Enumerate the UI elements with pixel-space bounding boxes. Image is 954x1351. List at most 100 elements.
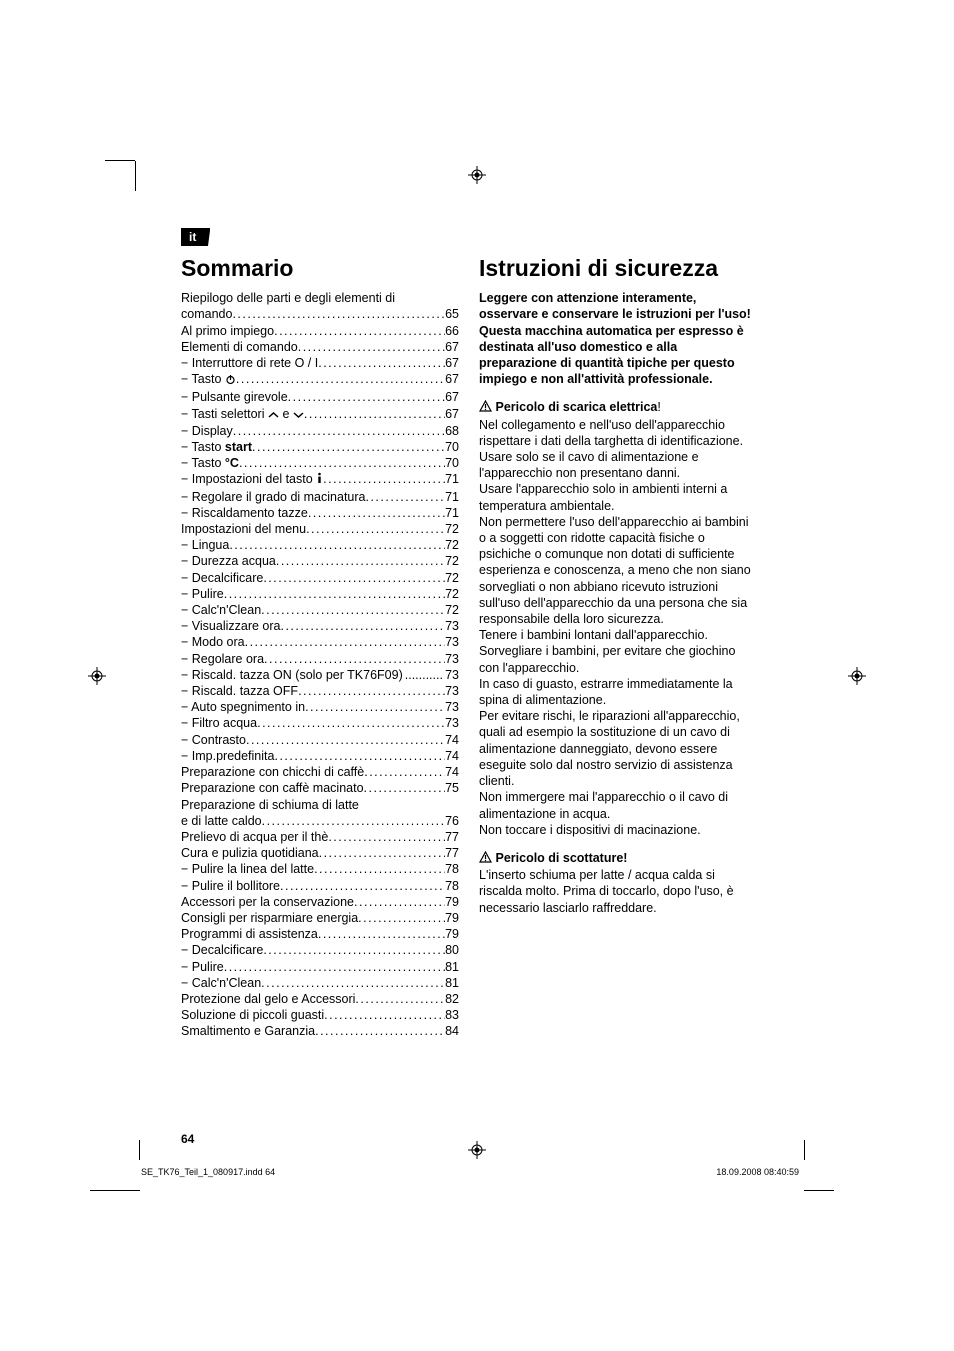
toc-label: − Tasto °C xyxy=(181,455,239,471)
toc-leader-dots xyxy=(314,861,445,877)
toc-entry: − Regolare il grado di macinatura71 xyxy=(181,489,459,505)
registration-mark-icon xyxy=(468,1141,486,1159)
toc-leader-dots xyxy=(274,748,445,764)
toc-page-number: 67 xyxy=(445,339,459,355)
toc-page-number: 81 xyxy=(445,959,459,975)
toc-entry: − Decalcificare 72 xyxy=(181,570,459,586)
warning-heading-1: Pericolo di scarica elettrica! xyxy=(479,399,757,416)
toc-label: − Filtro acqua xyxy=(181,715,257,731)
toc-page-number: 67 xyxy=(445,355,459,371)
toc-label: Prelievo di acqua per il thè xyxy=(181,829,328,845)
toc-page-number: 73 xyxy=(445,618,459,634)
toc-leader-dots xyxy=(257,715,445,731)
toc-entry: − Auto spegnimento in73 xyxy=(181,699,459,715)
toc-entry: − Interruttore di rete O / I 67 xyxy=(181,355,459,371)
toc-page-number: 78 xyxy=(445,861,459,877)
toc-leader-dots xyxy=(261,602,445,618)
intro-paragraph: Leggere con attenzione interamente, osse… xyxy=(479,290,757,387)
toc-entry: − Lingua72 xyxy=(181,537,459,553)
toc-entry: − Tasti selettori e 67 xyxy=(181,406,459,423)
toc-leader-dots xyxy=(354,894,445,910)
toc-label: − Lingua xyxy=(181,537,229,553)
info-icon xyxy=(316,472,323,488)
toc-leader-dots xyxy=(324,1007,445,1023)
registration-mark-icon xyxy=(468,166,486,184)
toc-label: − Tasto xyxy=(181,371,236,389)
toc-leader-dots xyxy=(395,290,459,306)
toc-entry: − Modo ora73 xyxy=(181,634,459,650)
toc-label: Consigli per risparmiare energia xyxy=(181,910,358,926)
toc-entry: Elementi di comando67 xyxy=(181,339,459,355)
toc-entry: − Calc'n'Clean72 xyxy=(181,602,459,618)
toc-page-number: 77 xyxy=(445,829,459,845)
toc-leader-dots xyxy=(239,455,445,471)
toc-entry: Riepilogo delle parti e degli elementi d… xyxy=(181,290,459,306)
toc-leader-dots xyxy=(315,1023,445,1039)
toc-leader-dots xyxy=(304,406,445,423)
toc-label: − Contrasto xyxy=(181,732,246,748)
toc-leader-dots xyxy=(358,910,445,926)
toc-leader-dots xyxy=(365,489,445,505)
toc-label: − Interruttore di rete O / I xyxy=(181,355,318,371)
warning-icon xyxy=(479,851,492,867)
toc-page-number: 67 xyxy=(445,371,459,389)
chevron-down-icon xyxy=(293,407,304,423)
toc-leader-dots xyxy=(224,959,445,975)
toc-entry: Cura e pulizia quotidiana77 xyxy=(181,845,459,861)
warning-heading-text: Pericolo di scarica elettrica xyxy=(495,400,657,414)
toc-label: − Decalcificare xyxy=(181,570,263,586)
toc-entry: − Pulire81 xyxy=(181,959,459,975)
toc-leader-dots xyxy=(306,521,445,537)
power-icon xyxy=(225,373,236,389)
toc-page-number: 73 xyxy=(445,715,459,731)
toc-page-number: 65 xyxy=(445,306,459,322)
toc-label: e di latte caldo xyxy=(181,813,262,829)
toc-page-number: 71 xyxy=(445,489,459,505)
toc-leader-dots xyxy=(224,586,445,602)
page: it Sommario Riepilogo delle parti e degl… xyxy=(0,0,954,1351)
toc-leader-dots xyxy=(274,323,445,339)
toc-page-number: 80 xyxy=(445,942,459,958)
toc-label: − Regolare ora xyxy=(181,651,264,667)
toc-page-number: 72 xyxy=(445,586,459,602)
toc-label: − Riscaldamento tazze xyxy=(181,505,308,521)
toc-entry: comando65 xyxy=(181,306,459,322)
toc-leader-dots xyxy=(318,355,445,371)
toc-leader-dots xyxy=(298,683,445,699)
toc-entry: − Tasto start70 xyxy=(181,439,459,455)
toc-label: − Calc'n'Clean xyxy=(181,975,261,991)
toc-label: − Pulire il bollitore xyxy=(181,878,280,894)
toc-label: − Durezza acqua xyxy=(181,553,276,569)
toc-entry: Preparazione con caffè macinato75 xyxy=(181,780,459,796)
toc-page-number: 72 xyxy=(445,570,459,586)
toc-leader-dots xyxy=(364,764,445,780)
toc-leader-dots xyxy=(233,423,445,439)
toc-entry: Soluzione di piccoli guasti83 xyxy=(181,1007,459,1023)
toc-label: − Impostazioni del tasto xyxy=(181,471,323,488)
body-paragraph-1: Nel collegamento e nell'uso dell'apparec… xyxy=(479,417,757,838)
toc-leader-dots xyxy=(263,942,445,958)
toc-page-number: 79 xyxy=(445,894,459,910)
table-of-contents: Riepilogo delle parti e degli elementi d… xyxy=(181,290,459,1039)
toc-page-number: 71 xyxy=(445,471,459,488)
footer-timestamp: 18.09.2008 08:40:59 xyxy=(716,1167,799,1177)
toc-leader-dots xyxy=(355,991,445,1007)
toc-page-number: 73 xyxy=(445,634,459,650)
page-number: 64 xyxy=(181,1132,194,1146)
toc-leader-dots xyxy=(359,797,459,813)
toc-page-number: 76 xyxy=(445,813,459,829)
toc-page-number: 67 xyxy=(445,389,459,405)
footer-file-info: SE_TK76_Teil_1_080917.indd 64 xyxy=(141,1167,275,1177)
toc-label: − Riscald. tazza OFF xyxy=(181,683,298,699)
toc-leader-dots xyxy=(246,732,445,748)
toc-leader-dots xyxy=(405,667,443,683)
toc-label: Preparazione con caffè macinato xyxy=(181,780,364,796)
toc-label: − Tasto start xyxy=(181,439,252,455)
toc-entry: e di latte caldo 76 xyxy=(181,813,459,829)
toc-entry: − Decalcificare80 xyxy=(181,942,459,958)
registration-mark-icon xyxy=(88,667,106,685)
toc-leader-dots xyxy=(328,829,445,845)
toc-entry: Preparazione di schiuma di latte xyxy=(181,797,459,813)
toc-label: − Riscald. tazza ON (solo per TK76F09) xyxy=(181,667,403,683)
toc-page-number: 72 xyxy=(445,553,459,569)
